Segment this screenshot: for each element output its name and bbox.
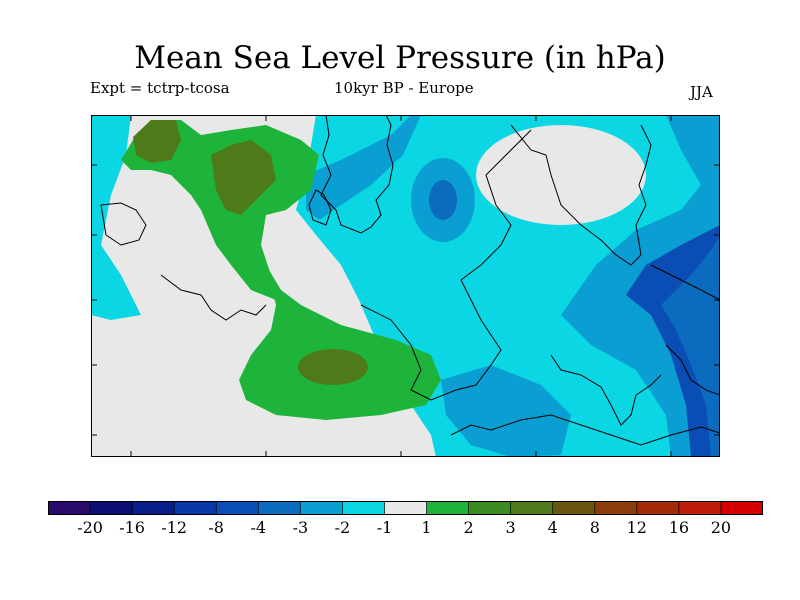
colorbar-tick-label: 4 — [547, 518, 558, 537]
atlantic-green-high — [239, 265, 441, 420]
colorbar-tick-label: -4 — [250, 518, 267, 537]
colorbar-swatch — [48, 501, 91, 515]
colorbar-tick-label: 8 — [589, 518, 600, 537]
map-frame — [91, 115, 720, 457]
colorbar-swatch — [720, 501, 763, 515]
colorbar-swatch — [216, 501, 259, 515]
experiment-label: Expt = tctrp-tcosa — [90, 79, 230, 97]
coast-east — [650, 264, 720, 301]
period-label: 10kyr BP - Europe — [334, 79, 474, 97]
atlantic-dark-core — [298, 349, 368, 385]
coast-italy — [550, 354, 662, 426]
colorbar-swatch — [552, 501, 596, 515]
coast-iberia — [360, 304, 502, 401]
colorbar-tick-label: -16 — [119, 518, 145, 537]
colorbar-tick-label: -8 — [208, 518, 224, 537]
coast-iceland — [100, 202, 147, 246]
season-label: JJA — [690, 83, 713, 101]
colorbar-tick-label: -2 — [334, 518, 351, 537]
colorbar-swatch — [174, 501, 217, 515]
colorbar-swatch — [426, 501, 470, 515]
coast-greenland — [160, 274, 267, 321]
coast-balkans — [665, 344, 720, 396]
colorbar-tick-label: 3 — [505, 518, 516, 537]
coast-med-south — [450, 414, 720, 446]
colorbar-frame — [48, 501, 763, 515]
colorbar-tick-label: 12 — [626, 518, 647, 537]
biscay-low-inner — [429, 180, 457, 220]
chart-title: Mean Sea Level Pressure (in hPa) — [134, 40, 666, 76]
colorbar-swatch — [510, 501, 554, 515]
colorbar — [48, 501, 763, 515]
scandinavia-neutral — [476, 125, 646, 225]
colorbar-swatch — [342, 501, 385, 515]
colorbar-swatch — [594, 501, 638, 515]
colorbar-tick-label: 20 — [710, 518, 732, 537]
colorbar-swatch — [678, 501, 722, 515]
colorbar-tick-label: 2 — [463, 518, 474, 537]
colorbar-swatch — [90, 501, 133, 515]
colorbar-swatch — [258, 501, 301, 515]
colorbar-swatch — [300, 501, 343, 515]
west-blue-region — [91, 115, 141, 320]
colorbar-tick-label: 1 — [421, 518, 432, 537]
colorbar-swatch — [132, 501, 175, 515]
north-coast-blue — [306, 115, 421, 220]
east-blue-core — [661, 235, 720, 457]
coast-uk — [320, 115, 394, 234]
med-blue-patch — [441, 365, 571, 457]
north-dark-patch-2 — [211, 140, 276, 215]
coast-scandinavia — [510, 124, 652, 266]
colorbar-tick-label: -12 — [161, 518, 188, 537]
colorbar-swatch — [636, 501, 680, 515]
coast-france — [460, 129, 532, 321]
colorbar-tick-label: -1 — [376, 518, 393, 537]
colorbar-tick-label: -3 — [292, 518, 309, 537]
coast-ireland — [308, 189, 332, 226]
colorbar-swatch — [468, 501, 512, 515]
coastlines — [100, 115, 720, 446]
colorbar-tick-label: -20 — [77, 518, 103, 537]
colorbar-swatch — [384, 501, 428, 515]
colorbar-tick-label: 16 — [668, 518, 690, 537]
colorbar-labels: -20 -16 -12 -8 -4 -3 -2 -1 1 2 3 4 8 12 16 20 — [48, 518, 763, 540]
north-dark-patch-1 — [133, 120, 181, 163]
pressure-map — [91, 115, 720, 457]
